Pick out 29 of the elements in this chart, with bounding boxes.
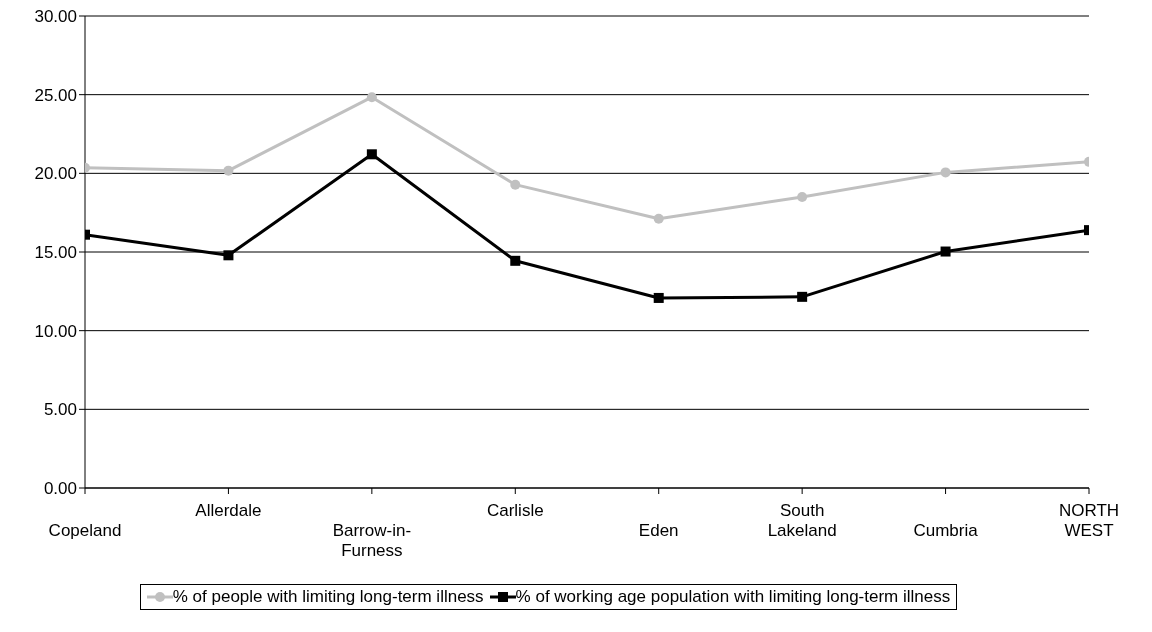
point	[366, 149, 377, 160]
point	[223, 165, 234, 176]
legend-label: % of people with limiting long-term illness	[172, 587, 484, 607]
point	[940, 246, 951, 257]
x-tick-label: NORTH WEST	[1058, 501, 1120, 540]
x-tick-label: Eden	[638, 521, 679, 540]
x-tick-label: Copeland	[48, 521, 122, 540]
x-tick-label: South Lakeland	[767, 501, 837, 540]
y-tick-label: 30.00	[34, 7, 77, 27]
x-tick-label: Carlisle	[486, 501, 544, 520]
x-tick-label: Allerdale	[195, 501, 262, 520]
point	[366, 92, 377, 103]
x-tick-label: Barrow-in-Furness	[332, 521, 412, 560]
y-tick-label: 15.00	[34, 243, 77, 263]
point	[510, 179, 521, 190]
point	[797, 291, 808, 302]
y-tick-label: 20.00	[34, 164, 77, 184]
y-tick-label: 25.00	[34, 85, 77, 105]
x-tick-label: Cumbria	[913, 521, 979, 540]
point	[653, 292, 664, 303]
point	[510, 255, 521, 266]
point	[223, 250, 234, 261]
y-tick-label: 5.00	[43, 400, 77, 420]
y-tick-label: 0.00	[43, 479, 77, 499]
point	[940, 167, 951, 178]
y-tick-label: 10.00	[34, 321, 77, 341]
point	[653, 213, 664, 224]
point	[797, 191, 808, 202]
legend-label: % of working age population with limiting long-term illness	[515, 587, 951, 607]
